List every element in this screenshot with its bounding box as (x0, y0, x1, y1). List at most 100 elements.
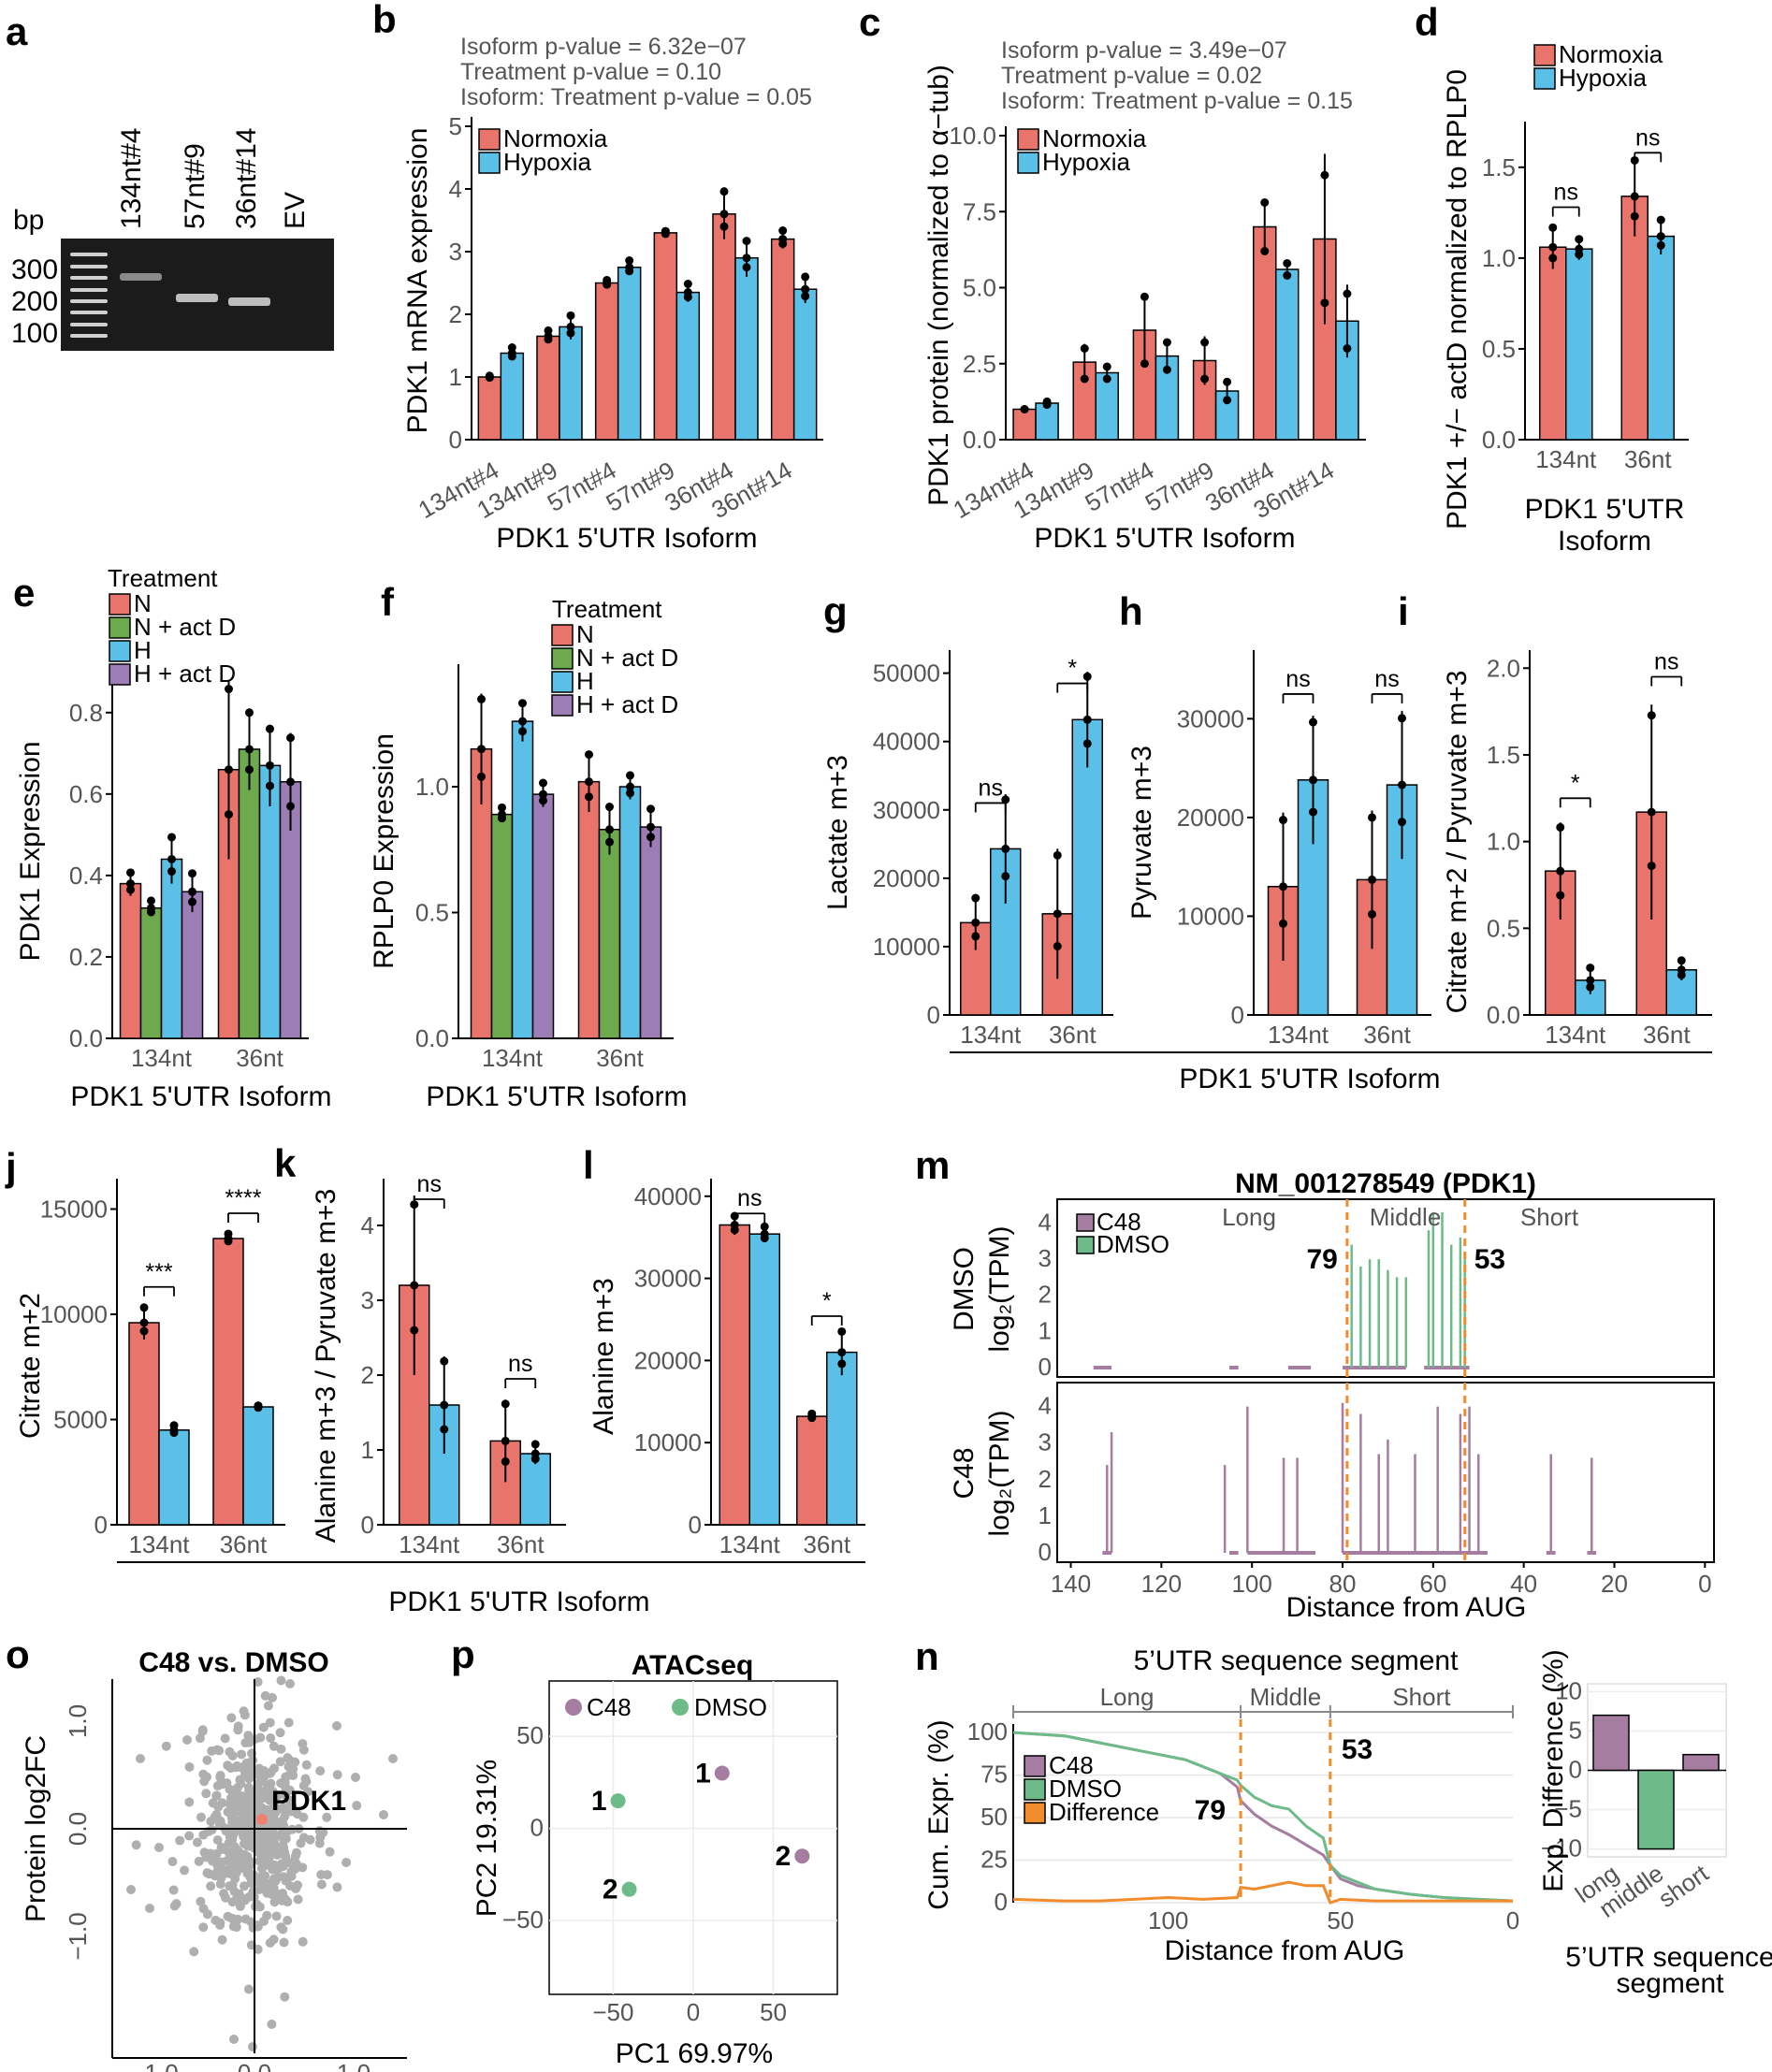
y-tick-label: 2.0 (1487, 654, 1520, 682)
data-point (315, 1766, 326, 1776)
lane-label: EV (280, 192, 311, 229)
data-point (182, 1735, 192, 1745)
data-point (198, 1769, 209, 1779)
y-tick-label: 10 (1555, 1676, 1582, 1704)
data-point (126, 879, 135, 889)
data-point (1053, 909, 1062, 919)
x-tick-label: 50 (1327, 1906, 1354, 1934)
bar-hypoxia (242, 1406, 274, 1526)
data-point (719, 222, 729, 231)
data-point (196, 1896, 206, 1906)
data-point (175, 1835, 185, 1846)
legend-label: Difference (1049, 1798, 1159, 1826)
data-point (198, 1904, 209, 1914)
data-point (224, 1234, 233, 1243)
data-point (278, 1861, 288, 1871)
panel-label-h: h (1119, 589, 1143, 633)
data-point (131, 1840, 141, 1850)
x-tick-label: 36nt (1363, 1021, 1411, 1049)
data-point (192, 1837, 202, 1847)
difference-bar (1637, 1769, 1675, 1850)
data-point (322, 1812, 332, 1822)
data-point (229, 1887, 240, 1897)
y-axis-label: log₂(TPM) (984, 1411, 1015, 1537)
data-point (322, 1870, 332, 1880)
data-point (184, 1831, 195, 1841)
data-point (518, 717, 527, 726)
y-tick-label: −50 (502, 1905, 544, 1934)
data-point (236, 1778, 246, 1789)
legend-label: Normoxia (503, 124, 608, 152)
data-point (167, 1857, 178, 1867)
data-point (197, 1725, 208, 1735)
data-point (206, 1817, 216, 1827)
region-label: Long (1222, 1203, 1276, 1231)
x-axis-label-line1: PDK1 5'UTR (1525, 494, 1685, 525)
pdk1-label: PDK1 (271, 1786, 346, 1817)
point-cloud (131, 1675, 362, 2029)
significance-label: ns (1654, 649, 1678, 675)
bar-hypoxia (158, 1429, 190, 1526)
data-point (1279, 816, 1287, 825)
significance-label: ns (1554, 180, 1578, 206)
data-point (255, 1878, 266, 1889)
data-point (243, 1984, 254, 1994)
legend-label: H + act D (134, 659, 236, 688)
data-point (801, 272, 810, 282)
data-point (477, 694, 486, 703)
significance-label: ns (508, 1351, 532, 1377)
data-point (285, 1799, 296, 1809)
data-point (1309, 775, 1317, 785)
data-point (1001, 844, 1010, 853)
y-tick-label: 0 (1039, 1353, 1052, 1381)
y-axis-label: Pyruvate m+3 (1126, 746, 1157, 920)
x-tick-label: 60 (1419, 1570, 1446, 1598)
x-axis-label: PDK1 5'UTR Isoform (70, 1081, 331, 1112)
gel-band (228, 297, 270, 306)
x-axis-label: PC1 69.97% (616, 2038, 773, 2069)
pca-point-dmso (610, 1793, 626, 1809)
y-tick-label: 0 (1231, 1001, 1244, 1029)
series-line-difference (1012, 1880, 1513, 1905)
y-axis-label: C48 (949, 1447, 980, 1499)
data-point (971, 932, 980, 941)
legend-label: C48 (1049, 1751, 1094, 1779)
data-point (272, 1873, 283, 1883)
x-axis-label-line1: 5’UTR sequence (1565, 1942, 1772, 1973)
y-tick-label: 2.5 (963, 350, 996, 378)
y-tick-label: 1 (1039, 1501, 1052, 1529)
data-point (605, 803, 614, 812)
x-tick-label: 134nt (482, 1044, 544, 1072)
legend-swatch (551, 624, 574, 646)
x-tick-label: 134nt (128, 1530, 190, 1558)
legend-label: DMSO (1049, 1775, 1122, 1803)
data-point (288, 1770, 298, 1780)
data-point (263, 1859, 273, 1869)
x-tick-label: 0 (687, 1998, 700, 2026)
data-point (147, 896, 155, 906)
data-point (507, 349, 516, 358)
x-tick-label: 57nt#9 (1140, 456, 1219, 517)
data-point (1279, 919, 1287, 928)
stat-text: Treatment p-value = 0.10 (460, 59, 721, 85)
ladder-band (70, 323, 108, 326)
x-tick-label: 134nt (960, 1021, 1022, 1049)
data-point (245, 708, 254, 717)
x-tick-label: 134nt (1268, 1021, 1329, 1049)
data-point (742, 237, 751, 246)
data-point (223, 1760, 233, 1771)
data-point (198, 1922, 209, 1933)
bar-h-act-d (181, 891, 204, 1039)
y-tick-label: 0.8 (69, 699, 103, 727)
y-tick-label: −10 (1541, 1834, 1582, 1862)
data-point (202, 1755, 212, 1765)
data-point (219, 1889, 229, 1899)
panel-label-d: d (1415, 0, 1439, 44)
data-point (284, 1785, 295, 1795)
data-point (139, 1318, 149, 1327)
data-point (971, 918, 980, 927)
y-tick-label: 4 (1039, 1392, 1052, 1420)
data-point (379, 1810, 388, 1819)
data-point (1586, 964, 1595, 973)
data-point (298, 1812, 309, 1822)
